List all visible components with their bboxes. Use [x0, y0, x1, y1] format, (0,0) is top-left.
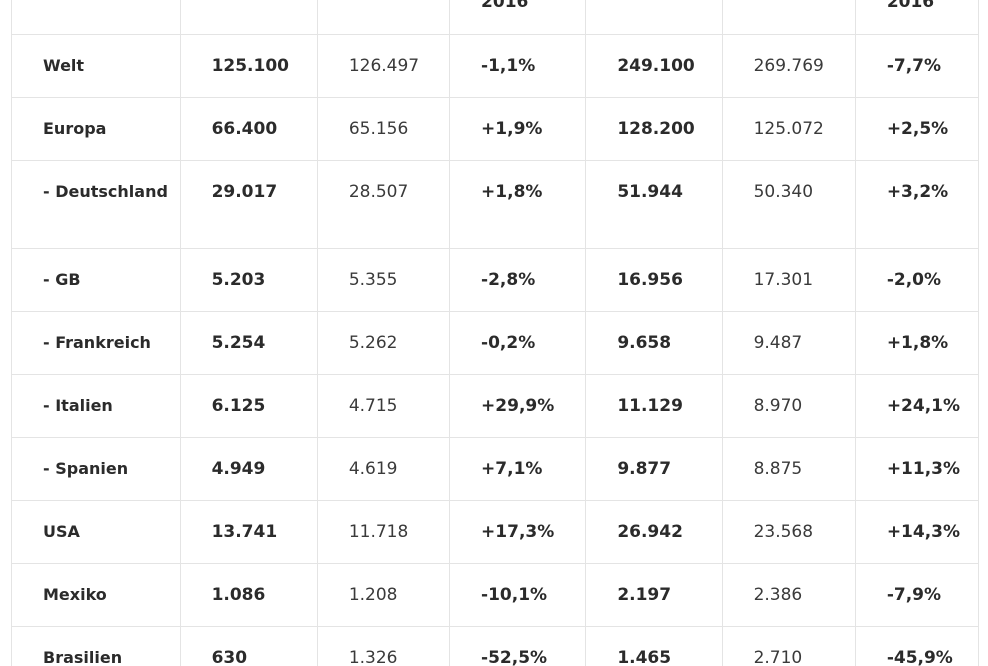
change-cell: -52,5%: [449, 626, 587, 666]
table-row: - Deutschland 29.017 28.507 +1,8% 51.944…: [11, 160, 980, 249]
sales-table-container: 2016 2016 Welt 125.100 126.497 -1,1% 249…: [11, 0, 980, 666]
value-cell: 2.197: [585, 563, 723, 627]
country-cell: Welt: [11, 34, 181, 98]
value-cell: 4.949: [179, 437, 318, 501]
value-cell: 1.465: [585, 626, 723, 666]
value-cell: 126.497: [316, 34, 451, 98]
change-cell: -2,0%: [854, 248, 980, 312]
change-cell: +7,1%: [449, 437, 587, 501]
country-cell: - Frankreich: [11, 311, 181, 375]
value-cell: 16.956: [585, 248, 723, 312]
header-cell: [721, 0, 856, 35]
value-cell: 8.875: [721, 437, 856, 501]
value-cell: 9.487: [721, 311, 856, 375]
change-cell: +11,3%: [854, 437, 980, 501]
table-header-row: 2016 2016: [11, 0, 980, 35]
value-cell: 4.619: [316, 437, 451, 501]
country-cell: USA: [11, 500, 181, 564]
table-row: Brasilien 630 1.326 -52,5% 1.465 2.710 -…: [11, 626, 980, 666]
value-cell: 23.568: [721, 500, 856, 564]
header-cell: [585, 0, 723, 35]
value-cell: 9.877: [585, 437, 723, 501]
value-cell: 51.944: [585, 160, 723, 249]
table-row: USA 13.741 11.718 +17,3% 26.942 23.568 +…: [11, 500, 980, 564]
change-cell: +3,2%: [854, 160, 980, 249]
change-cell: -7,7%: [854, 34, 980, 98]
value-cell: 50.340: [721, 160, 856, 249]
value-cell: 2.386: [721, 563, 856, 627]
value-cell: 2.710: [721, 626, 856, 666]
table-row: Welt 125.100 126.497 -1,1% 249.100 269.7…: [11, 34, 980, 98]
value-cell: 26.942: [585, 500, 723, 564]
country-cell: Europa: [11, 97, 181, 161]
change-cell: +2,5%: [854, 97, 980, 161]
change-cell: +1,9%: [449, 97, 587, 161]
value-cell: 5.203: [179, 248, 318, 312]
value-cell: 125.100: [179, 34, 318, 98]
country-cell: Mexiko: [11, 563, 181, 627]
change-cell: +1,8%: [854, 311, 980, 375]
value-cell: 5.254: [179, 311, 318, 375]
change-cell: +17,3%: [449, 500, 587, 564]
value-cell: 5.262: [316, 311, 451, 375]
value-cell: 4.715: [316, 374, 451, 438]
table-row: - Frankreich 5.254 5.262 -0,2% 9.658 9.4…: [11, 311, 980, 375]
change-cell: -1,1%: [449, 34, 587, 98]
header-cell-year: 2016: [854, 0, 980, 35]
value-cell: 11.129: [585, 374, 723, 438]
table-row: Europa 66.400 65.156 +1,9% 128.200 125.0…: [11, 97, 980, 161]
table-row: - Italien 6.125 4.715 +29,9% 11.129 8.97…: [11, 374, 980, 438]
value-cell: 8.970: [721, 374, 856, 438]
change-cell: +1,8%: [449, 160, 587, 249]
value-cell: 28.507: [316, 160, 451, 249]
table-row: Mexiko 1.086 1.208 -10,1% 2.197 2.386 -7…: [11, 563, 980, 627]
value-cell: 6.125: [179, 374, 318, 438]
value-cell: 66.400: [179, 97, 318, 161]
change-cell: +24,1%: [854, 374, 980, 438]
change-cell: -7,9%: [854, 563, 980, 627]
value-cell: 630: [179, 626, 318, 666]
value-cell: 29.017: [179, 160, 318, 249]
change-cell: +29,9%: [449, 374, 587, 438]
table-row: - GB 5.203 5.355 -2,8% 16.956 17.301 -2,…: [11, 248, 980, 312]
change-cell: -2,8%: [449, 248, 587, 312]
change-cell: -10,1%: [449, 563, 587, 627]
country-cell: - Deutschland: [11, 160, 181, 249]
value-cell: 17.301: [721, 248, 856, 312]
value-cell: 1.086: [179, 563, 318, 627]
change-cell: +14,3%: [854, 500, 980, 564]
table-row: - Spanien 4.949 4.619 +7,1% 9.877 8.875 …: [11, 437, 980, 501]
change-cell: -45,9%: [854, 626, 980, 666]
header-cell: [11, 0, 181, 35]
value-cell: 65.156: [316, 97, 451, 161]
header-cell: [316, 0, 451, 35]
change-cell: -0,2%: [449, 311, 587, 375]
country-cell: Brasilien: [11, 626, 181, 666]
value-cell: 125.072: [721, 97, 856, 161]
value-cell: 269.769: [721, 34, 856, 98]
value-cell: 9.658: [585, 311, 723, 375]
country-cell: - Spanien: [11, 437, 181, 501]
country-cell: - Italien: [11, 374, 181, 438]
value-cell: 1.326: [316, 626, 451, 666]
sales-table: 2016 2016 Welt 125.100 126.497 -1,1% 249…: [11, 0, 980, 666]
header-cell-year: 2016: [449, 0, 587, 35]
header-cell: [179, 0, 318, 35]
value-cell: 5.355: [316, 248, 451, 312]
value-cell: 11.718: [316, 500, 451, 564]
value-cell: 1.208: [316, 563, 451, 627]
country-cell: - GB: [11, 248, 181, 312]
value-cell: 249.100: [585, 34, 723, 98]
value-cell: 128.200: [585, 97, 723, 161]
value-cell: 13.741: [179, 500, 318, 564]
